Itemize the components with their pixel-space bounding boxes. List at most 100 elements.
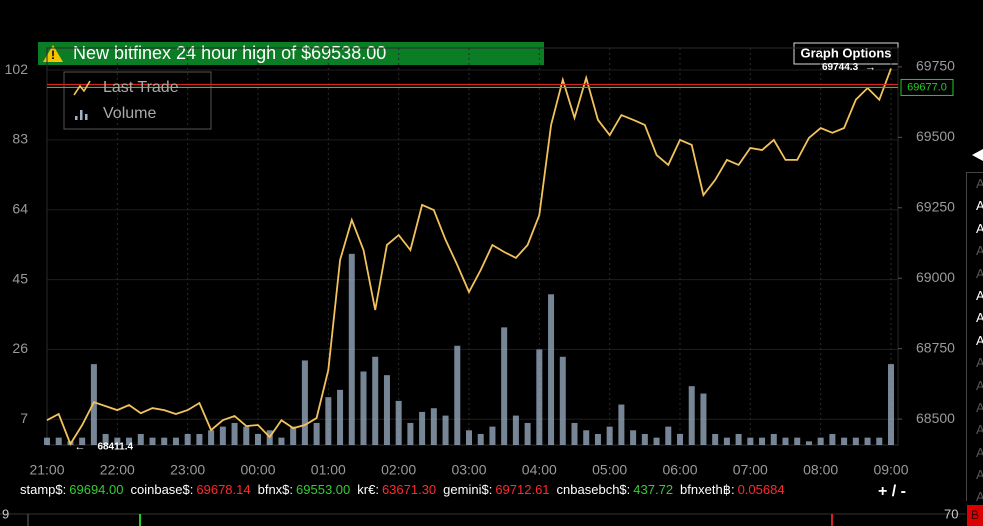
volume-bar [794, 437, 801, 445]
volume-bar [829, 433, 836, 445]
y2-tick-label: 69750 [916, 58, 955, 74]
last-price-label: 69677.0 [907, 81, 947, 93]
volume-bar [325, 397, 332, 445]
volume-bar [454, 345, 461, 445]
volume-bar [630, 430, 637, 445]
grid [46, 47, 899, 446]
side-item[interactable]: A [967, 375, 983, 397]
volume-bar [759, 437, 766, 445]
max-annotation: 69744.3 [822, 62, 859, 73]
volume-bar [477, 433, 484, 445]
volume-bar [348, 253, 355, 445]
volume-bar [149, 437, 156, 445]
side-item[interactable]: A [967, 442, 983, 464]
footer-badge-text: B [971, 508, 979, 522]
volume-bar [172, 437, 179, 445]
volume-bar [184, 433, 191, 445]
legend-swatch [75, 116, 78, 120]
volume-bar [419, 411, 426, 445]
volume-bar [360, 371, 367, 445]
side-item[interactable]: A [967, 285, 983, 307]
side-item[interactable]: A [967, 263, 983, 285]
volume-bar [114, 437, 121, 445]
volume-bar [208, 430, 215, 445]
x-tick-label: 02:00 [381, 462, 416, 478]
volume-bar [44, 437, 50, 445]
volume-bar [383, 375, 390, 445]
ticker-name: coinbase$: [130, 482, 194, 497]
graph-options-label[interactable]: Graph Options [801, 45, 892, 60]
zoom-control[interactable]: + / - [878, 483, 907, 500]
side-item[interactable]: A [967, 330, 983, 352]
volume-bar [102, 433, 109, 445]
plot-frame [46, 47, 899, 446]
footer-right: 70 [944, 506, 958, 521]
max-arrow: → [865, 61, 876, 73]
x-tick-label: 04:00 [522, 462, 557, 478]
ticker-name: kr€: [357, 482, 379, 497]
side-item[interactable]: A [967, 195, 983, 217]
price-line [46, 68, 892, 447]
side-item[interactable]: A [967, 397, 983, 419]
ticker-name: cnbasebch$: [556, 482, 631, 497]
side-item[interactable]: A [967, 173, 983, 195]
side-item[interactable]: A [967, 352, 983, 374]
volume-bar [559, 356, 566, 445]
side-item[interactable]: A [967, 464, 983, 486]
volume-bar [770, 433, 777, 445]
ticker-price: 63671.30 [381, 482, 437, 497]
y2-tick-label: 69000 [916, 269, 955, 285]
volume-bar [864, 437, 871, 445]
legend-swatch [85, 114, 88, 120]
volume-bar [430, 408, 437, 445]
volume-bar [548, 294, 555, 445]
y-tick-label: 7 [20, 410, 28, 426]
x-tick-label: 06:00 [662, 462, 697, 478]
warning-icon [43, 45, 63, 62]
side-item[interactable]: A [967, 419, 983, 441]
volume-bar [712, 433, 719, 445]
side-item[interactable]: A [967, 307, 983, 329]
volume-bar [665, 426, 672, 445]
ticker-item: coinbase$: 69678.14 [130, 482, 250, 497]
min-annotation: 68411.4 [97, 442, 133, 453]
legend-swatch [73, 80, 91, 96]
ticker-name: bfnxeth฿: [680, 482, 735, 497]
volume-bar [301, 360, 308, 445]
volume-bar [606, 426, 613, 445]
ticker-item: gemini$: 69712.61 [443, 482, 549, 497]
y2-tick-label: 69250 [916, 198, 955, 214]
ticker-item: stamp$: 69694.00 [20, 482, 123, 497]
volume-bar [876, 437, 883, 445]
volume-bar [231, 422, 238, 445]
volume-bar [278, 437, 285, 445]
volume-bar [372, 356, 379, 445]
volume-bar [841, 437, 848, 445]
volume-bar [196, 433, 203, 445]
collapse-arrow[interactable] [972, 149, 983, 161]
volume-bar [571, 422, 578, 445]
ticker-bar: stamp$: 69694.00 coinbase$: 69678.14 bfnx$: 6… [20, 482, 792, 500]
volume-bar [137, 433, 144, 445]
ticker-item: bfnxeth฿: 0.05684 [680, 482, 785, 497]
volume-bar [313, 422, 320, 445]
volume-bar [817, 437, 824, 445]
ticker-price: 69712.61 [495, 482, 550, 497]
volume-bar [219, 426, 226, 445]
ticker-price: 437.72 [633, 482, 674, 497]
volume-bar [747, 437, 754, 445]
ticker-price: 69553.00 [296, 482, 351, 497]
volume-bar [536, 349, 543, 445]
y2-tick-label: 69500 [916, 128, 955, 144]
y-tick-label: 83 [12, 131, 28, 147]
side-item[interactable]: A [967, 486, 983, 501]
volume-bar [618, 404, 625, 445]
side-item[interactable]: A [967, 218, 983, 240]
volume-bar [255, 433, 261, 445]
volume-bar [161, 437, 168, 445]
x-tick-label: 09:00 [873, 462, 908, 478]
side-item[interactable]: A [967, 240, 983, 262]
volume-bar [805, 441, 812, 445]
volume-bar [337, 389, 344, 445]
